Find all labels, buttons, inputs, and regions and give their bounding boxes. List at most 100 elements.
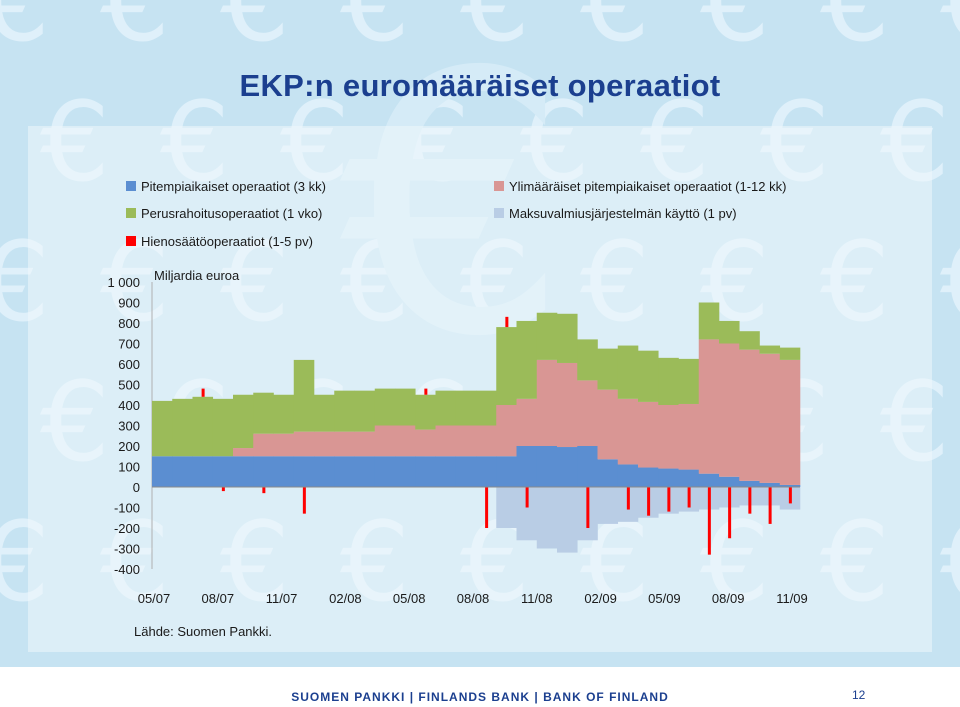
- euro-icon: €: [940, 0, 960, 66]
- chart-legend: Pitempiaikaiset operaatiot (3 kk) Perusra…: [126, 179, 786, 249]
- bar-marginal_lending: [536, 487, 558, 549]
- bar-ltro: [476, 456, 497, 487]
- bar-mro: [658, 357, 679, 405]
- bar-mro: [314, 394, 335, 432]
- bar-fine_tuning: [505, 316, 509, 328]
- legend-label-mro: Perusrahoitusoperaatiot (1 vko): [141, 206, 322, 221]
- slide-title: EKP:n euromääräiset operaatiot: [239, 68, 721, 103]
- bar-additional_ltro: [233, 448, 254, 457]
- euro-icon: €: [460, 0, 530, 66]
- bar-ltro: [496, 456, 517, 487]
- footer-text: SUOMEN PANKKI | FINLANDS BANK | BANK OF …: [291, 690, 669, 704]
- bar-ltro: [759, 482, 781, 487]
- bar-additional_ltro: [739, 349, 760, 481]
- bar-fine_tuning: [667, 487, 671, 512]
- bar-additional_ltro: [395, 425, 416, 457]
- x-tick-label: 02/09: [584, 591, 617, 606]
- bar-additional_ltro: [597, 389, 619, 460]
- euro-icon: €: [940, 498, 960, 626]
- y-tick-label: 400: [118, 398, 140, 413]
- bar-fine_tuning: [262, 487, 266, 494]
- y-tick-label: 300: [118, 419, 140, 434]
- bar-mro: [152, 400, 173, 457]
- bar-ltro: [152, 456, 173, 487]
- bar-mro: [253, 392, 274, 434]
- page-number: 12: [852, 688, 866, 702]
- legend-swatch-marginal_lending: [494, 208, 504, 218]
- bar-ltro: [192, 456, 214, 487]
- bar-fine_tuning: [707, 487, 711, 555]
- euro-icon: €: [100, 0, 170, 66]
- bar-ltro: [395, 456, 416, 487]
- euro-icon: €: [700, 0, 770, 66]
- bar-mro: [273, 394, 295, 434]
- y-tick-label: 500: [118, 378, 140, 393]
- bar-ltro: [678, 469, 700, 487]
- bar-ltro: [172, 456, 193, 487]
- bar-mro: [293, 359, 315, 432]
- bar-fine_tuning: [728, 487, 732, 539]
- bar-additional_ltro: [719, 343, 740, 477]
- bar-fine_tuning: [485, 487, 489, 528]
- bar-additional_ltro: [536, 359, 558, 446]
- y-tick-label: -200: [114, 521, 140, 536]
- bar-additional_ltro: [476, 425, 497, 457]
- bar-ltro: [435, 456, 457, 487]
- legend-label-ltro: Pitempiaikaiset operaatiot (3 kk): [141, 179, 326, 194]
- bar-mro: [374, 388, 396, 426]
- euro-icon: €: [940, 218, 960, 346]
- bar-ltro: [516, 446, 538, 487]
- bar-additional_ltro: [334, 431, 355, 457]
- bar-fine_tuning: [748, 487, 752, 514]
- bar-marginal_lending: [557, 487, 578, 553]
- bar-additional_ltro: [455, 425, 477, 457]
- y-tick-label: 1 000: [107, 275, 140, 290]
- bar-marginal_lending: [496, 487, 517, 528]
- bar-additional_ltro: [293, 431, 315, 457]
- y-tick-label: 600: [118, 357, 140, 372]
- x-tick-label: 05/09: [648, 591, 681, 606]
- bar-mro: [516, 320, 538, 399]
- bar-mro: [476, 390, 497, 426]
- bar-fine_tuning: [525, 487, 529, 508]
- chart: Pitempiaikaiset operaatiot (3 kk) Perusra…: [107, 179, 808, 639]
- bar-additional_ltro: [354, 431, 376, 457]
- bar-ltro: [374, 456, 396, 487]
- bar-mro: [597, 348, 619, 390]
- bar-ltro: [779, 484, 801, 487]
- euro-icon: €: [0, 0, 50, 66]
- bar-ltro: [212, 456, 234, 487]
- bar-ltro: [314, 456, 335, 487]
- x-tick-label: 11/09: [776, 591, 808, 606]
- bar-fine_tuning: [586, 487, 590, 528]
- bar-additional_ltro: [658, 405, 679, 469]
- bar-fine_tuning: [201, 388, 205, 397]
- bar-mro: [212, 398, 234, 457]
- x-tick-label: 08/08: [457, 591, 490, 606]
- bar-ltro: [719, 476, 740, 487]
- bar-ltro: [293, 456, 315, 487]
- bar-mro: [395, 388, 416, 426]
- x-tick-label: 05/07: [138, 591, 171, 606]
- bar-additional_ltro: [314, 431, 335, 457]
- bar-mro: [617, 345, 639, 399]
- bar-ltro: [536, 446, 558, 487]
- bar-marginal_lending: [597, 487, 619, 524]
- euro-icon: €: [340, 0, 410, 66]
- bar-additional_ltro: [638, 401, 659, 468]
- bar-mro: [172, 398, 193, 457]
- legend-swatch-fine_tuning: [126, 236, 136, 246]
- bar-mro: [557, 313, 578, 363]
- y-axis: 1 0009008007006005004003002001000-100-20…: [107, 275, 153, 577]
- x-tick-label: 11/08: [521, 591, 553, 606]
- bar-additional_ltro: [415, 429, 436, 457]
- bar-ltro: [638, 467, 659, 487]
- plot-area: [152, 302, 801, 555]
- bar-ltro: [233, 456, 254, 487]
- bar-mro: [415, 394, 436, 430]
- bar-ltro: [617, 464, 639, 487]
- bar-additional_ltro: [678, 403, 700, 470]
- euro-icon: €: [580, 0, 650, 66]
- y-tick-label: -300: [114, 542, 140, 557]
- bar-mro: [759, 345, 781, 354]
